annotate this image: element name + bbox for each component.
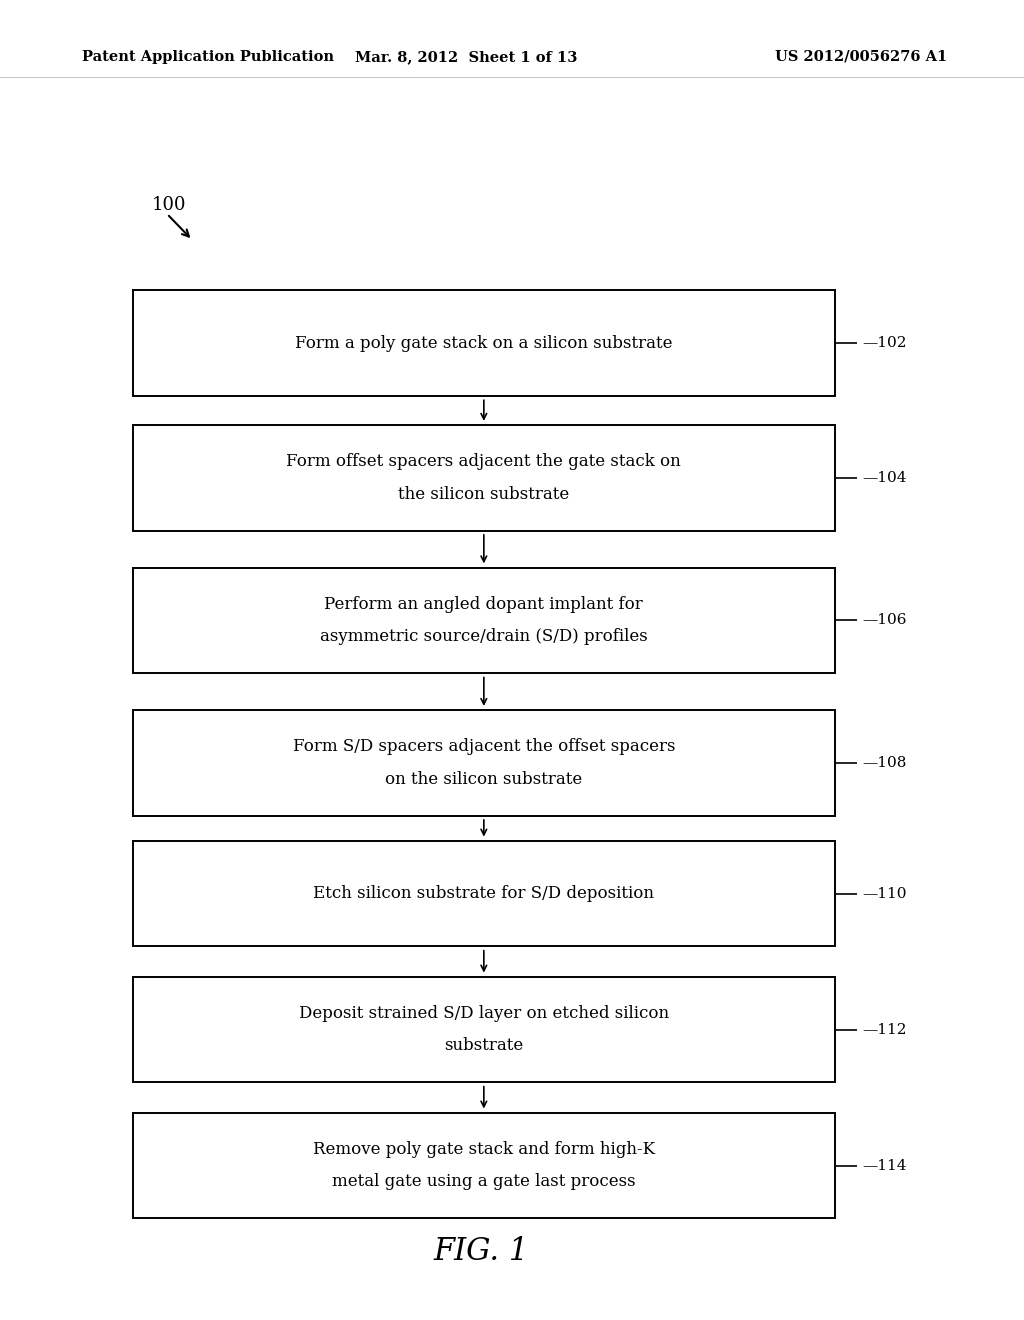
- FancyBboxPatch shape: [133, 568, 835, 673]
- Text: Form S/D spacers adjacent the offset spacers: Form S/D spacers adjacent the offset spa…: [293, 738, 675, 755]
- Text: the silicon substrate: the silicon substrate: [398, 486, 569, 503]
- Text: —108: —108: [862, 756, 906, 770]
- Text: —110: —110: [862, 887, 906, 900]
- Text: asymmetric source/drain (S/D) profiles: asymmetric source/drain (S/D) profiles: [319, 628, 648, 645]
- FancyBboxPatch shape: [133, 977, 835, 1082]
- Text: Form offset spacers adjacent the gate stack on: Form offset spacers adjacent the gate st…: [287, 453, 681, 470]
- FancyBboxPatch shape: [133, 425, 835, 531]
- FancyBboxPatch shape: [133, 290, 835, 396]
- Text: Patent Application Publication: Patent Application Publication: [82, 50, 334, 63]
- Text: metal gate using a gate last process: metal gate using a gate last process: [332, 1173, 636, 1191]
- Text: Perform an angled dopant implant for: Perform an angled dopant implant for: [325, 595, 643, 612]
- Text: US 2012/0056276 A1: US 2012/0056276 A1: [775, 50, 947, 63]
- Text: on the silicon substrate: on the silicon substrate: [385, 771, 583, 788]
- Text: Etch silicon substrate for S/D deposition: Etch silicon substrate for S/D depositio…: [313, 886, 654, 902]
- FancyBboxPatch shape: [133, 710, 835, 816]
- Text: Deposit strained S/D layer on etched silicon: Deposit strained S/D layer on etched sil…: [299, 1005, 669, 1022]
- Text: 100: 100: [152, 195, 186, 214]
- FancyBboxPatch shape: [133, 1113, 835, 1218]
- Text: —102: —102: [862, 337, 906, 350]
- Text: FIG. 1: FIG. 1: [433, 1236, 529, 1267]
- Text: —104: —104: [862, 471, 906, 484]
- Text: Mar. 8, 2012  Sheet 1 of 13: Mar. 8, 2012 Sheet 1 of 13: [354, 50, 578, 63]
- Text: Form a poly gate stack on a silicon substrate: Form a poly gate stack on a silicon subs…: [295, 335, 673, 351]
- Text: —112: —112: [862, 1023, 906, 1036]
- Text: Remove poly gate stack and form high-K: Remove poly gate stack and form high-K: [312, 1140, 655, 1158]
- Text: —106: —106: [862, 614, 906, 627]
- Text: substrate: substrate: [444, 1038, 523, 1055]
- FancyBboxPatch shape: [133, 841, 835, 946]
- Text: —114: —114: [862, 1159, 906, 1172]
